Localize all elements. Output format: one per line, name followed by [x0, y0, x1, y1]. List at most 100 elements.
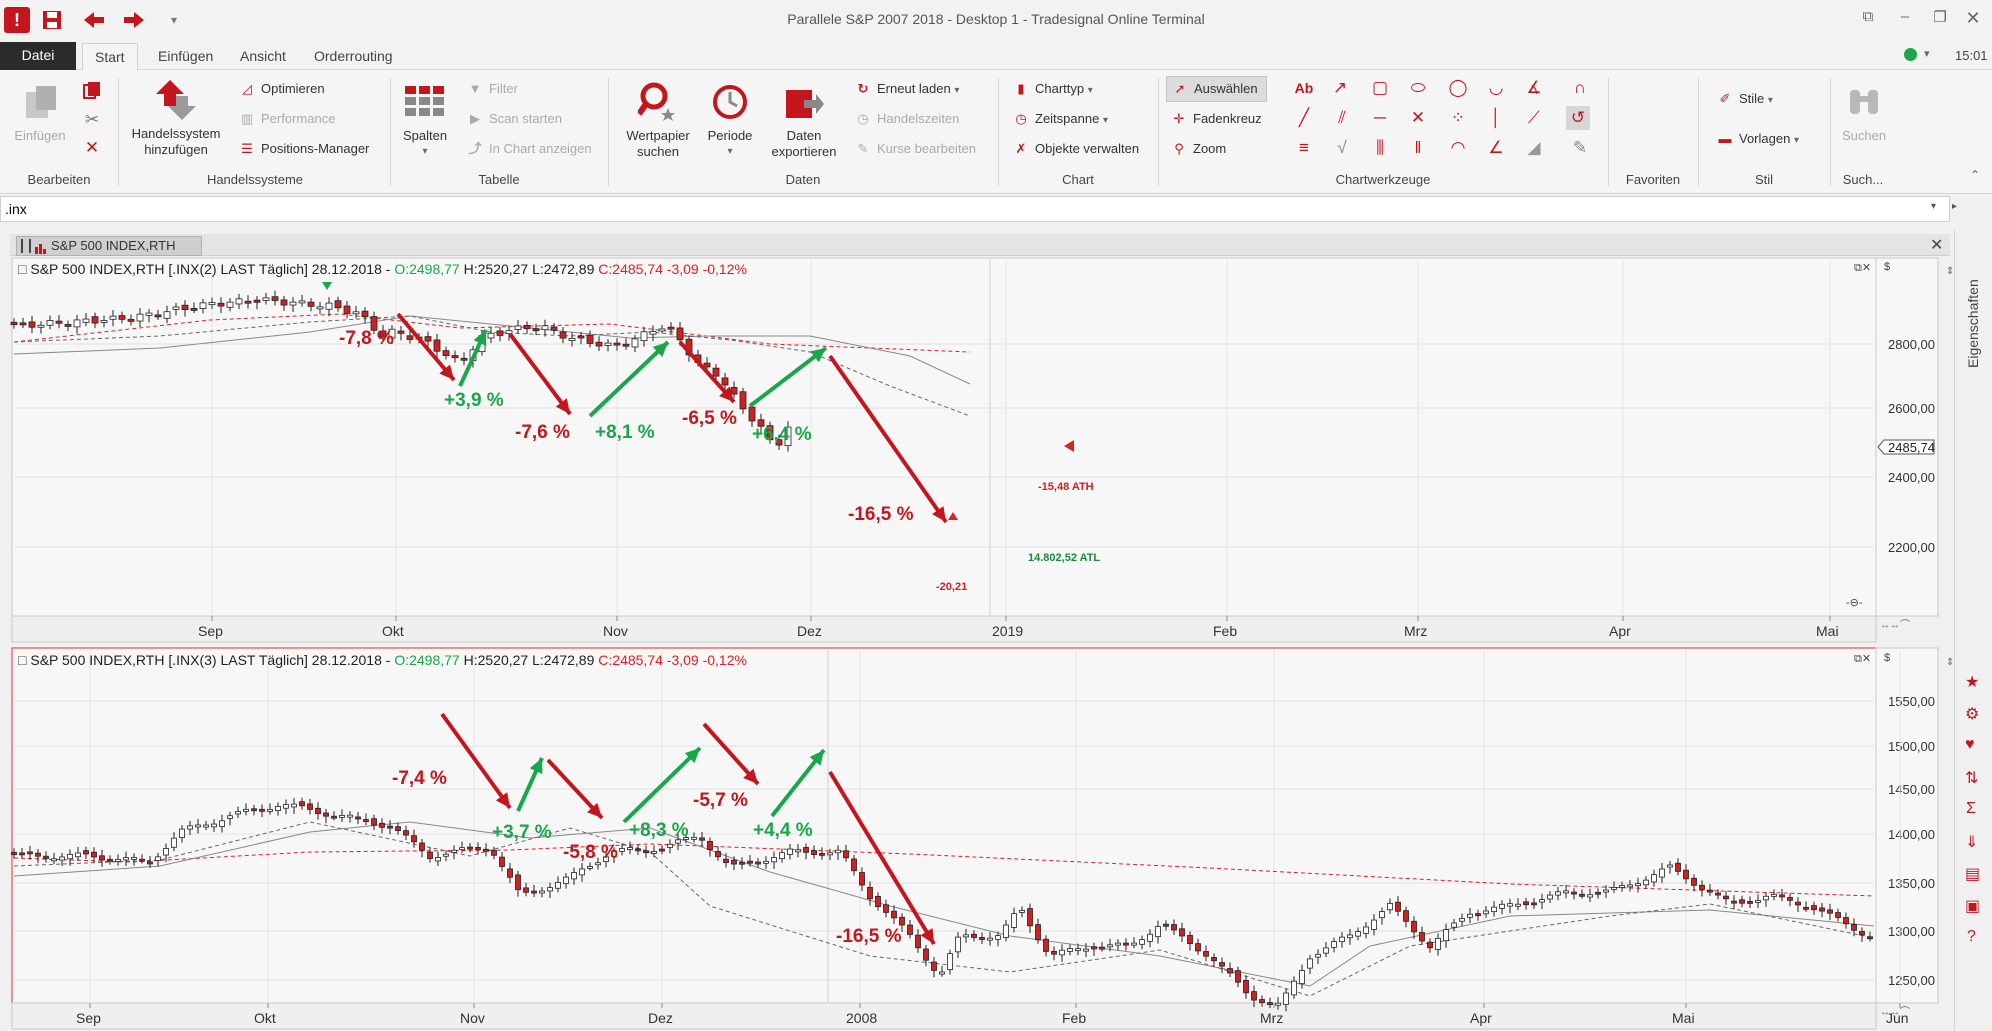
- document-icon[interactable]: ▤: [1965, 866, 1981, 883]
- kurse-bearbeiten-button[interactable]: ✎ Kurse bearbeiten: [854, 138, 976, 160]
- pane1-plot[interactable]: [11, 257, 1877, 617]
- wertpapier-suchen-button[interactable]: Wertpapier suchen: [616, 80, 700, 160]
- settings-gear-icon[interactable]: ⚙: [1965, 706, 1980, 723]
- delete-icon[interactable]: ✕: [84, 138, 100, 157]
- tab-einfuegen[interactable]: Einfügen: [158, 48, 214, 64]
- tab-orderrouting[interactable]: Orderrouting: [314, 48, 393, 64]
- pane1-window-buttons[interactable]: ⧉✕: [1854, 262, 1871, 274]
- collapse-ribbon-icon[interactable]: ⌃: [1970, 168, 1981, 182]
- properties-tab[interactable]: Eigenschaften: [1961, 240, 1985, 390]
- quick-access-dropdown-icon[interactable]: ▾: [170, 13, 178, 27]
- circle-tool-icon[interactable]: ◯: [1448, 78, 1468, 97]
- symbol-dropdown-icon[interactable]: ▾: [1931, 201, 1937, 212]
- fib-arcs-tool-icon[interactable]: ◠: [1450, 138, 1466, 157]
- parallel-tool-icon[interactable]: ⫼: [1376, 138, 1384, 157]
- pane2-scroll-icons[interactable]: ↔↔⌒: [1880, 1006, 1910, 1018]
- rectangle-tool-icon[interactable]: ▢: [1371, 78, 1389, 97]
- pane2-scroll-up-icon[interactable]: ⇕: [1946, 657, 1954, 668]
- candle: [631, 338, 639, 348]
- optimieren-button[interactable]: ◿ Optimieren: [238, 78, 325, 100]
- periode-button[interactable]: Periode ▾: [702, 80, 758, 160]
- tab-datei[interactable]: Datei: [0, 42, 76, 70]
- maximize-icon[interactable]: ❐: [1933, 9, 1947, 26]
- restore-icon[interactable]: ⧉: [1862, 8, 1874, 25]
- tab-start[interactable]: Start: [82, 43, 138, 70]
- filter-button[interactable]: ▼ Filter: [466, 78, 518, 100]
- cut-icon[interactable]: ✂: [84, 110, 100, 129]
- objekte-verwalten-button[interactable]: ✗ Objekte verwalten: [1012, 138, 1140, 160]
- pane2-plot[interactable]: [11, 647, 1877, 1004]
- in-chart-button[interactable]: ⤴ In Chart anzeigen: [466, 138, 591, 160]
- pane1-scroll-up-icon[interactable]: ⇕: [1946, 266, 1954, 277]
- angle-tool-icon[interactable]: ∡: [1526, 78, 1542, 97]
- close-icon[interactable]: ✕: [1965, 8, 1981, 28]
- zoom-button[interactable]: ⚲ Zoom: [1170, 138, 1226, 160]
- ellipse-tool-icon[interactable]: ⬭: [1410, 78, 1426, 97]
- pane1-link-icon[interactable]: -⊖-: [1846, 597, 1863, 609]
- fadenkreuz-button[interactable]: ✛ Fadenkreuz: [1170, 108, 1262, 130]
- chart-tab[interactable]: S&P 500 INDEX,RTH: [16, 236, 202, 256]
- alerts-icon[interactable]: ♥: [1965, 736, 1975, 753]
- pane2-window-buttons[interactable]: ⧉✕: [1854, 653, 1871, 665]
- spalten-button[interactable]: Spalten ▾: [396, 80, 454, 160]
- remove-drawing-icon[interactable]: ✎: [1572, 138, 1588, 157]
- download-icon[interactable]: ⇓: [1965, 834, 1979, 851]
- save-icon[interactable]: [38, 6, 66, 34]
- percent-label: -7,6 %: [515, 422, 570, 443]
- zeitspanne-button[interactable]: ◷ Zeitspanne ▾: [1012, 108, 1108, 130]
- cycles-tool-icon[interactable]: ‖: [1414, 138, 1422, 157]
- suchen-button[interactable]: Suchen: [1838, 80, 1890, 144]
- arrow-tool-icon[interactable]: ↗: [1332, 78, 1348, 97]
- forward-arrow-icon[interactable]: [120, 6, 148, 34]
- charttyp-button[interactable]: ▮ Charttyp ▾: [1012, 78, 1092, 100]
- favorites-star-icon[interactable]: ★: [1965, 674, 1980, 691]
- candle: [19, 852, 25, 856]
- candle: [1587, 894, 1593, 898]
- gann-tool-icon[interactable]: ⁘: [1450, 108, 1466, 127]
- performance-button[interactable]: ▥ Performance: [238, 108, 336, 130]
- check-tool-icon[interactable]: √: [1337, 138, 1347, 157]
- symbol-menu-icon[interactable]: ▸: [1952, 201, 1958, 212]
- channel-tool-icon[interactable]: ⫽: [1338, 108, 1346, 127]
- candle: [1723, 895, 1729, 900]
- arc-tool-icon[interactable]: ◡: [1488, 78, 1504, 97]
- add-trading-system-button[interactable]: Handelssystem hinzufügen: [128, 78, 224, 158]
- tab-ansicht[interactable]: Ansicht: [240, 48, 286, 64]
- sigma-icon[interactable]: Σ: [1966, 800, 1976, 817]
- fan-tool-icon[interactable]: ∠: [1488, 138, 1504, 157]
- fibonacci-tool-icon[interactable]: ≡: [1299, 138, 1309, 157]
- back-arrow-icon[interactable]: [80, 6, 108, 34]
- einfuegen-button[interactable]: Einfügen: [8, 80, 72, 144]
- auswaehlen-button[interactable]: ➚ Auswählen: [1166, 76, 1267, 102]
- orders-icon[interactable]: ⇅: [1965, 770, 1979, 787]
- text-tool-icon[interactable]: Ab: [1294, 80, 1314, 96]
- stile-button[interactable]: ✐ Stile ▾: [1716, 88, 1773, 110]
- vorlagen-button[interactable]: ▬ Vorlagen ▾: [1716, 128, 1799, 150]
- pane1-scroll-icons[interactable]: ↔↔⌒: [1880, 619, 1910, 631]
- regression-tool-icon[interactable]: ✕: [1410, 108, 1426, 127]
- pane1-time-axis[interactable]: [11, 615, 1877, 643]
- connection-status-icon[interactable]: [1904, 48, 1917, 61]
- trendline-tool-icon[interactable]: ╱: [1298, 108, 1310, 127]
- handelszeiten-button[interactable]: ◷ Handelszeiten: [854, 108, 959, 130]
- pitchfork-tool-icon[interactable]: ⟋: [1528, 108, 1540, 127]
- minimize-icon[interactable]: –: [1900, 8, 1910, 25]
- pane1-price-axis[interactable]: [1875, 257, 1939, 617]
- status-dropdown-icon[interactable]: ▾: [1924, 48, 1930, 60]
- close-chart-icon[interactable]: ✕: [1930, 237, 1944, 254]
- horizontal-line-tool-icon[interactable]: ─: [1373, 108, 1387, 127]
- copy-icon[interactable]: [80, 78, 104, 102]
- snap-icon[interactable]: ↺: [1566, 106, 1590, 130]
- positions-manager-button[interactable]: ☰ Positions-Manager: [238, 138, 369, 160]
- pane2-price-axis[interactable]: [1875, 647, 1939, 1004]
- help-icon[interactable]: ?: [1967, 928, 1976, 945]
- speed-lines-tool-icon[interactable]: ◢: [1527, 138, 1541, 157]
- pane2-time-axis[interactable]: [11, 1002, 1877, 1030]
- daten-exportieren-button[interactable]: Daten exportieren: [762, 80, 846, 160]
- erneut-laden-button[interactable]: ↻ Erneut laden ▾: [854, 78, 960, 100]
- scan-button[interactable]: ▶ Scan starten: [466, 108, 562, 130]
- vertical-line-tool-icon[interactable]: │: [1490, 108, 1502, 127]
- notes-icon[interactable]: ▣: [1965, 898, 1981, 915]
- magnet-icon[interactable]: ∩: [1573, 78, 1587, 97]
- symbol-input[interactable]: [5, 198, 1925, 220]
